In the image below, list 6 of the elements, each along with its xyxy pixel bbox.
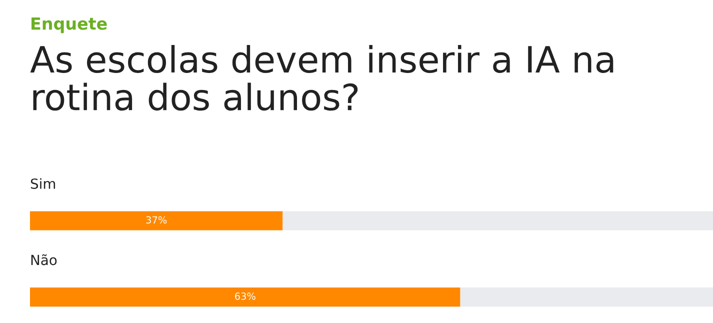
data-label: 63% — [235, 292, 256, 300]
chart-subtitle: Enquete — [32, 17, 107, 34]
chart-title: As escolas devem inserir a IA na rotina dos alunos? — [30, 45, 614, 111]
y-tick-label: Não — [31, 254, 57, 266]
y-tick-label: Sim — [30, 178, 56, 189]
data-label: 37% — [146, 216, 167, 224]
